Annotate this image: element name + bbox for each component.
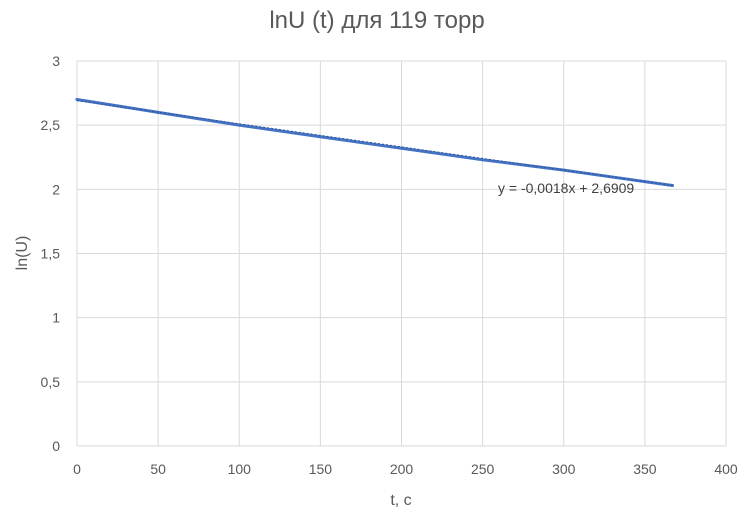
y-tick-label: 3 <box>52 53 60 69</box>
y-tick-label: 1,5 <box>41 246 61 262</box>
y-tick-label: 0,5 <box>41 374 61 390</box>
y-tick-label: 2,5 <box>41 117 61 133</box>
x-axis-title: t, с <box>390 492 411 509</box>
x-tick-label: 350 <box>633 461 657 477</box>
data-point <box>237 123 241 127</box>
x-tick-label: 0 <box>73 461 81 477</box>
y-tick-label: 1 <box>52 310 60 326</box>
series-line <box>75 98 674 187</box>
data-point <box>562 168 566 172</box>
trendline-equation: y = -0,0018x + 2,6909 <box>498 180 634 196</box>
grid <box>76 60 727 447</box>
y-tick-label: 0 <box>52 438 60 454</box>
y-tick-label: 2 <box>52 181 60 197</box>
trendline <box>76 100 673 186</box>
x-tick-label: 50 <box>150 461 166 477</box>
x-tick-label: 200 <box>390 461 414 477</box>
x-tick-label: 250 <box>471 461 495 477</box>
data-point <box>481 158 485 162</box>
data-point <box>75 98 79 101</box>
x-tick-label: 100 <box>228 461 252 477</box>
chart-title: lnU (t) для 119 торр <box>269 7 484 34</box>
x-tick-label: 400 <box>714 461 738 477</box>
tick-labels: 0 50 100 150 200 250 300 350 400 0 0,5 1 1,5 2 2,5 3 <box>41 53 738 477</box>
data-point <box>318 135 322 139</box>
y-axis-title: ln(U) <box>14 236 31 271</box>
x-tick-label: 150 <box>309 461 333 477</box>
data-point <box>670 183 674 187</box>
data-point <box>400 146 403 150</box>
x-tick-label: 300 <box>552 461 576 477</box>
series-layer <box>75 98 674 187</box>
